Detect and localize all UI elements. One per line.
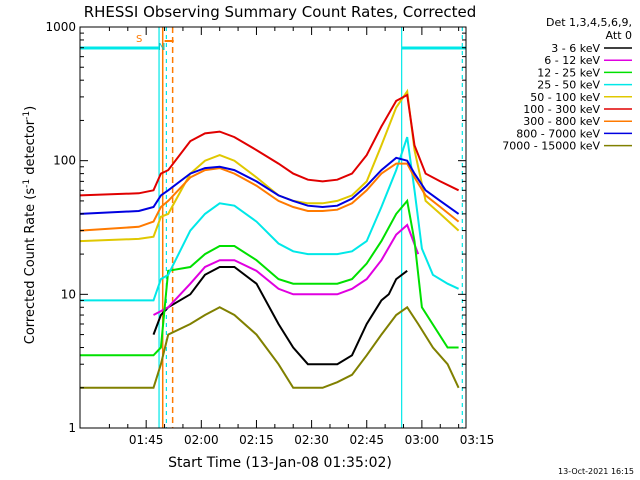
series-line-6 — [79, 162, 460, 232]
plot-frame — [79, 26, 467, 429]
marker-n: N — [158, 42, 165, 53]
legend-header-2: Att 0 — [606, 29, 632, 42]
legend-label-0: 3 - 6 keV — [551, 42, 600, 55]
series-line-8 — [80, 305, 460, 389]
y-tick-label: 100 — [53, 154, 76, 168]
chart-title: RHESSI Observing Summary Count Rates, Co… — [84, 3, 477, 21]
x-tick-label: 02:15 — [239, 433, 274, 447]
x-tick-label: 02:45 — [349, 433, 384, 447]
legend-label-2: 12 - 25 keV — [537, 66, 600, 79]
x-tick-label: 02:30 — [294, 433, 329, 447]
legend-label-4: 50 - 100 keV — [530, 91, 600, 104]
legend-label-6: 300 - 800 keV — [523, 115, 600, 128]
x-tick-label: 02:00 — [184, 433, 219, 447]
series-line-1 — [153, 223, 420, 316]
y-axis: 1 10 100 1000 — [45, 20, 466, 435]
legend-label-3: 25 - 50 keV — [537, 79, 600, 92]
series-lines — [79, 88, 460, 389]
series-line-5 — [79, 93, 460, 197]
y-tick-label: 1000 — [45, 20, 76, 34]
legend-header-1: Det 1,3,4,5,6,9, — [546, 16, 632, 29]
legend-label-7: 800 - 7000 keV — [516, 127, 600, 140]
series-line-0 — [152, 266, 408, 366]
x-tick-label: 03:15 — [460, 433, 495, 447]
y-tick-label: 10 — [61, 287, 76, 301]
y-tick-label: 1 — [68, 421, 76, 435]
series-line-2 — [80, 198, 459, 357]
series-line-7 — [79, 156, 460, 215]
legend-label-1: 6 - 12 keV — [544, 54, 600, 67]
x-tick-label: 03:00 — [405, 433, 440, 447]
x-axis: 01:45 02:00 02:15 02:30 02:45 03:00 03:15 — [108, 27, 495, 447]
x-tick-label: 01:45 — [129, 433, 164, 447]
legend-label-8: 7000 - 15000 keV — [502, 140, 600, 153]
y-axis-label: Corrected Count Rate (s-1 detector-1) — [22, 106, 38, 344]
series-line-3 — [80, 136, 460, 302]
x-axis-label: Start Time (13-Jan-08 01:35:02) — [168, 455, 392, 471]
legend-label-5: 100 - 300 keV — [523, 103, 600, 116]
footer-date: 13-Oct-2021 16:15 — [558, 467, 634, 476]
marker-s: S — [136, 34, 142, 45]
